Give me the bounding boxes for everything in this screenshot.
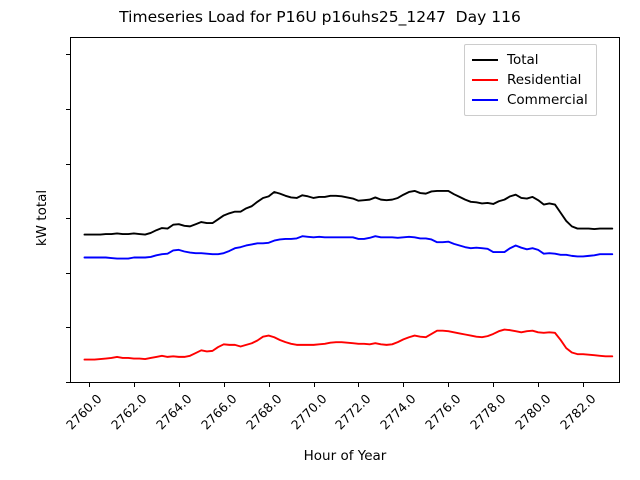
- series-line-residential: [83, 328, 614, 361]
- y-tick-mark: [66, 218, 70, 220]
- x-axis-label: Hour of Year: [303, 448, 387, 464]
- y-tick-mark: [66, 163, 70, 165]
- legend-color-swatch: [472, 98, 498, 102]
- x-tick-label: 2764.0: [152, 391, 195, 433]
- legend-item[interactable]: Total: [472, 50, 588, 70]
- legend-label: Total: [507, 52, 539, 68]
- legend-color-swatch: [472, 58, 498, 62]
- y-tick-mark: [66, 382, 70, 383]
- x-tick-label: 2762.0: [107, 391, 150, 433]
- y-tick-mark: [66, 54, 70, 56]
- x-tick-label: 2770.0: [287, 391, 330, 433]
- x-tick-mark: [583, 383, 585, 387]
- x-tick-mark: [223, 383, 225, 387]
- legend-label: Commercial: [507, 92, 588, 108]
- x-tick-mark: [268, 383, 270, 387]
- x-tick-label: 2766.0: [197, 391, 240, 433]
- chart-title: Timeseries Load for P16U p16uhs25_1247 D…: [119, 8, 521, 26]
- series-line-commercial: [83, 235, 614, 260]
- x-tick-label: 2774.0: [377, 391, 419, 433]
- x-tick-mark: [448, 383, 450, 387]
- x-tick-mark: [88, 383, 90, 387]
- legend-item[interactable]: Commercial: [472, 90, 588, 110]
- y-tick-mark: [66, 327, 70, 329]
- x-tick-mark: [358, 383, 360, 387]
- x-tick-mark: [133, 383, 135, 387]
- y-tick-mark: [66, 272, 70, 274]
- legend-item[interactable]: Residential: [472, 70, 588, 90]
- x-tick-label: 2760.0: [63, 391, 105, 433]
- x-tick-label: 2778.0: [467, 391, 509, 433]
- x-tick-mark: [313, 383, 315, 387]
- y-axis-label: kW total: [34, 189, 50, 247]
- series-lines: [83, 189, 614, 361]
- x-tick-mark: [538, 383, 540, 387]
- x-tick-label: 2780.0: [512, 391, 554, 433]
- x-tick-mark: [403, 383, 405, 387]
- x-tick-label: 2772.0: [332, 391, 375, 433]
- series-line-total: [83, 189, 614, 236]
- x-tick-label: 2776.0: [422, 391, 464, 433]
- x-tick-mark: [493, 383, 495, 387]
- x-tick-label: 2782.0: [557, 391, 599, 433]
- legend-color-swatch: [472, 78, 498, 82]
- y-tick-mark: [66, 108, 70, 110]
- chart-legend: Total Residential Commercial: [464, 44, 597, 116]
- plot-area: [70, 37, 620, 383]
- legend-label: Residential: [507, 72, 582, 88]
- x-tick-mark: [178, 383, 180, 387]
- x-tick-label: 2768.0: [242, 391, 285, 433]
